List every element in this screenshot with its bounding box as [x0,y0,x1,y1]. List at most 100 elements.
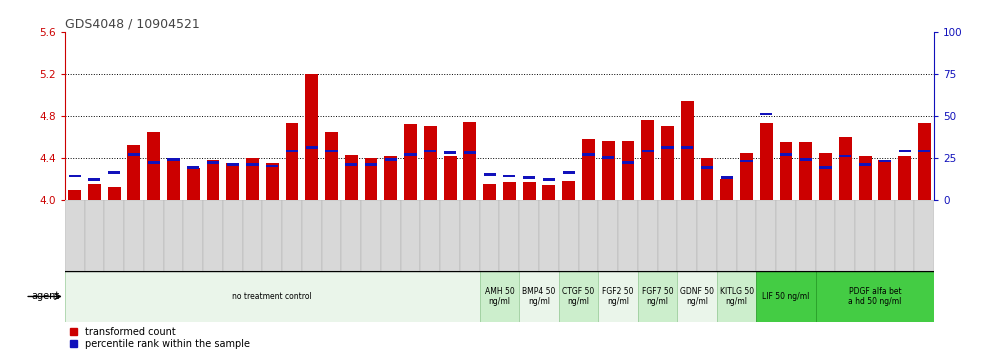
Bar [697,200,717,271]
Bar [819,153,832,200]
Bar [480,271,519,322]
Bar [816,271,934,322]
Bar [163,200,183,271]
Bar [503,182,516,200]
Bar [282,200,302,271]
Bar [483,184,496,200]
Bar [460,200,480,271]
Bar [143,200,163,271]
Bar [720,179,733,200]
Bar [246,163,259,166]
Bar [677,200,697,271]
Bar [424,126,437,200]
Text: KITLG 50
ng/ml: KITLG 50 ng/ml [719,287,754,306]
Bar [918,123,931,200]
Bar [187,169,199,200]
Bar [622,141,634,200]
Bar [776,200,796,271]
Text: BMP4 50
ng/ml: BMP4 50 ng/ml [522,287,556,306]
Bar [756,271,816,322]
Bar [579,200,599,271]
Text: agent: agent [32,291,60,302]
Bar [740,153,753,200]
Bar [878,160,891,200]
Bar [637,200,657,271]
Bar [440,200,460,271]
Bar [539,200,559,271]
Bar [796,200,816,271]
Bar [559,271,599,322]
Bar [420,200,440,271]
Text: FGF2 50
ng/ml: FGF2 50 ng/ml [603,287,633,306]
Bar [701,166,713,169]
Text: GDNF 50
ng/ml: GDNF 50 ng/ml [680,287,714,306]
Bar [68,189,81,200]
Bar [365,158,377,200]
Bar [424,150,436,152]
Bar [105,200,124,271]
Bar [780,142,793,200]
Bar [859,163,872,166]
Bar [898,150,910,152]
Bar [499,200,519,271]
Bar [836,200,856,271]
Bar [717,271,756,322]
Bar [266,165,278,167]
Bar [760,123,773,200]
Bar [380,200,400,271]
Bar [266,163,279,200]
Bar [800,142,812,200]
Bar [108,187,121,200]
Bar [602,156,615,159]
Bar [641,150,653,152]
Bar [108,171,121,174]
Bar [583,153,595,155]
Bar [127,153,140,155]
Bar [740,160,753,162]
Bar [483,173,496,176]
Bar [637,271,677,322]
Bar [661,126,674,200]
Bar [874,200,894,271]
Bar [88,184,101,200]
Bar [246,158,259,200]
Bar [559,200,579,271]
Bar [562,181,575,200]
Bar [859,156,872,200]
Bar [226,163,239,200]
Bar [717,200,737,271]
Bar [737,200,756,271]
Bar [463,122,476,200]
Bar [918,150,930,152]
Bar [681,146,693,149]
Bar [914,200,934,271]
Bar [503,175,516,177]
Bar [147,161,159,164]
Bar [657,200,677,271]
Bar [619,200,637,271]
Bar [543,178,555,181]
Bar [464,151,476,154]
Bar [602,141,615,200]
Bar [894,200,914,271]
Bar [342,200,362,271]
Bar [203,200,223,271]
Bar [322,200,342,271]
Bar [622,161,634,164]
Bar [65,200,85,271]
Bar [227,163,239,166]
Bar [800,158,812,161]
Bar [856,200,874,271]
Bar [443,156,456,200]
Bar [721,176,733,179]
Bar [519,271,559,322]
Bar [362,200,380,271]
Text: PDGF alfa bet
a hd 50 ng/ml: PDGF alfa bet a hd 50 ng/ml [849,287,901,306]
Bar [523,176,535,179]
Bar [183,200,203,271]
Bar [207,161,219,164]
Bar [89,178,101,181]
Text: GDS4048 / 10904521: GDS4048 / 10904521 [65,18,199,31]
Bar [325,132,338,200]
Bar [661,146,673,149]
